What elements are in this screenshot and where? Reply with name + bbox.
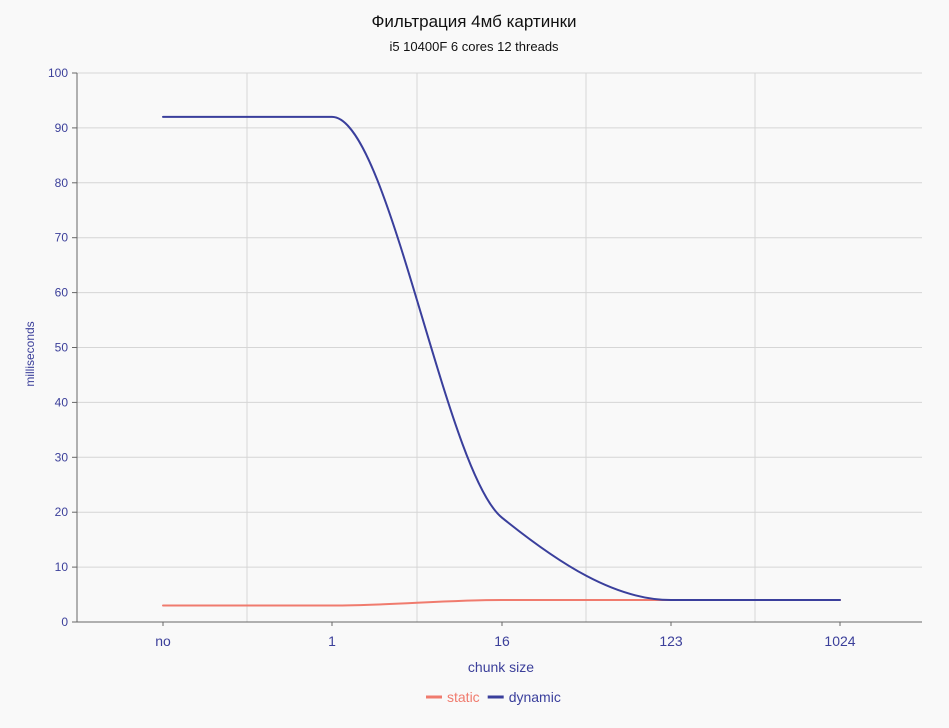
grid [77, 72, 922, 622]
x-tick-labels: no 1 16 123 1024 [155, 622, 856, 649]
x-tick-label: 1 [328, 633, 336, 649]
x-tick-label: 1024 [824, 633, 855, 649]
y-tick-label: 80 [55, 176, 69, 190]
y-tick-label: 60 [55, 286, 69, 300]
y-tick-label: 40 [55, 395, 69, 409]
series-line-dynamic [162, 115, 841, 602]
y-tick-label: 20 [55, 505, 69, 519]
y-tick-label: 90 [55, 121, 69, 135]
legend[interactable]: static dynamic [426, 689, 561, 705]
series [162, 115, 841, 607]
y-tick-label: 50 [55, 341, 69, 355]
chart-subtitle: i5 10400F 6 cores 12 threads [389, 39, 559, 54]
y-tick-label: 70 [55, 231, 69, 245]
legend-item-dynamic[interactable]: dynamic [487, 689, 561, 705]
x-tick-label: 16 [494, 633, 510, 649]
x-axis-label: chunk size [468, 659, 534, 675]
y-tick-label: 30 [55, 450, 69, 464]
legend-label-dynamic: dynamic [509, 689, 561, 705]
y-axis-label: milliseconds [23, 321, 37, 386]
legend-label-static: static [447, 689, 480, 705]
y-tick-label: 10 [55, 560, 69, 574]
y-tick-label: 100 [48, 66, 68, 80]
x-tick-label: 123 [659, 633, 683, 649]
x-tick-label: no [155, 633, 171, 649]
y-tick-label: 0 [61, 615, 68, 629]
chart-title: Фильтрация 4мб картинки [371, 12, 576, 31]
y-tick-labels: 0 10 20 30 40 50 60 70 80 90 100 [48, 66, 77, 629]
legend-item-static[interactable]: static [426, 689, 480, 705]
